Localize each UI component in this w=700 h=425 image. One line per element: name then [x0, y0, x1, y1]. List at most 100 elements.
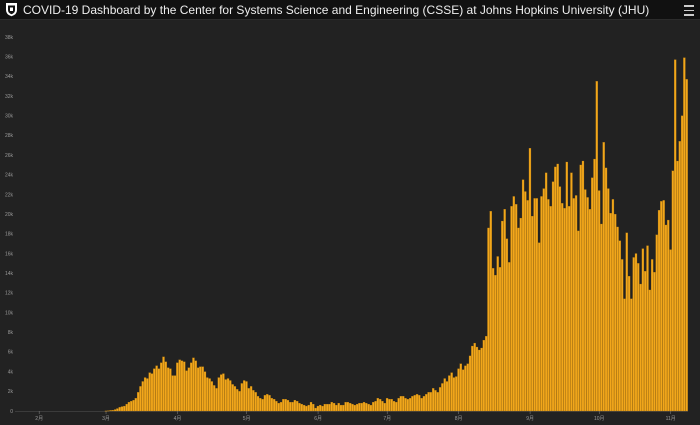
- bar[interactable]: [657, 210, 661, 412]
- bar[interactable]: [337, 403, 340, 412]
- bar[interactable]: [157, 368, 161, 412]
- bar[interactable]: [577, 230, 580, 412]
- bar[interactable]: [385, 398, 389, 412]
- bar[interactable]: [487, 227, 490, 412]
- bar[interactable]: [600, 223, 603, 412]
- bar[interactable]: [427, 392, 430, 412]
- bar[interactable]: [268, 395, 271, 412]
- bar[interactable]: [420, 398, 423, 412]
- hamburger-menu-icon[interactable]: [682, 2, 696, 17]
- bar[interactable]: [644, 271, 647, 412]
- bar[interactable]: [346, 402, 350, 412]
- bar[interactable]: [164, 361, 167, 412]
- bar[interactable]: [383, 403, 386, 412]
- bar[interactable]: [586, 197, 589, 412]
- bar[interactable]: [180, 360, 184, 412]
- bar[interactable]: [519, 217, 522, 412]
- bar[interactable]: [496, 256, 499, 412]
- bar[interactable]: [625, 232, 628, 412]
- bar[interactable]: [558, 186, 562, 412]
- bar[interactable]: [621, 259, 624, 412]
- bar[interactable]: [630, 298, 633, 412]
- bar[interactable]: [358, 403, 361, 412]
- bar[interactable]: [254, 392, 257, 412]
- bar[interactable]: [169, 368, 172, 412]
- bar[interactable]: [314, 407, 317, 412]
- bar[interactable]: [284, 399, 287, 412]
- bar[interactable]: [231, 384, 234, 412]
- bar[interactable]: [233, 386, 237, 412]
- bar[interactable]: [256, 396, 260, 412]
- bar[interactable]: [132, 400, 135, 412]
- bar[interactable]: [330, 402, 333, 412]
- bar[interactable]: [353, 404, 356, 412]
- bar[interactable]: [344, 402, 347, 412]
- bar[interactable]: [118, 407, 121, 412]
- bar[interactable]: [632, 257, 635, 412]
- bar[interactable]: [402, 396, 405, 412]
- bar[interactable]: [127, 402, 131, 412]
- bar[interactable]: [676, 160, 679, 412]
- bar[interactable]: [669, 249, 672, 412]
- bar[interactable]: [554, 166, 557, 412]
- bar[interactable]: [450, 372, 453, 412]
- bar[interactable]: [328, 403, 331, 412]
- bar[interactable]: [485, 336, 488, 412]
- bar[interactable]: [247, 388, 250, 412]
- bar[interactable]: [116, 408, 119, 412]
- bar[interactable]: [305, 405, 308, 412]
- bar[interactable]: [443, 378, 446, 412]
- bar[interactable]: [155, 365, 158, 412]
- bar[interactable]: [667, 219, 670, 412]
- bar[interactable]: [173, 375, 177, 412]
- bar[interactable]: [549, 206, 552, 412]
- bar[interactable]: [480, 347, 483, 412]
- bar[interactable]: [489, 211, 492, 412]
- bar[interactable]: [183, 361, 186, 412]
- bar[interactable]: [319, 404, 322, 412]
- bar[interactable]: [595, 81, 598, 412]
- bar[interactable]: [655, 234, 658, 412]
- bar[interactable]: [379, 399, 382, 412]
- bar[interactable]: [616, 226, 619, 412]
- bar[interactable]: [238, 391, 241, 412]
- bar[interactable]: [660, 201, 663, 412]
- bar[interactable]: [524, 191, 527, 412]
- bar[interactable]: [646, 245, 649, 412]
- bar[interactable]: [332, 403, 336, 412]
- bar[interactable]: [153, 368, 156, 412]
- bar[interactable]: [441, 383, 444, 412]
- bar[interactable]: [664, 224, 668, 412]
- bar[interactable]: [452, 377, 456, 412]
- bar[interactable]: [671, 170, 674, 412]
- bar[interactable]: [634, 253, 638, 412]
- bar[interactable]: [162, 356, 165, 412]
- bar[interactable]: [503, 209, 506, 412]
- bar[interactable]: [355, 403, 359, 412]
- bar[interactable]: [588, 209, 592, 412]
- bar[interactable]: [637, 263, 640, 412]
- bar[interactable]: [455, 376, 458, 412]
- bar[interactable]: [249, 386, 253, 412]
- bar[interactable]: [217, 377, 220, 412]
- bar[interactable]: [252, 390, 255, 412]
- bar[interactable]: [531, 216, 534, 412]
- bar[interactable]: [240, 383, 243, 412]
- bar[interactable]: [510, 206, 513, 412]
- bar[interactable]: [215, 388, 218, 412]
- bar[interactable]: [146, 378, 149, 412]
- bar[interactable]: [609, 213, 612, 412]
- bar[interactable]: [526, 200, 529, 412]
- bar[interactable]: [187, 367, 190, 412]
- bar[interactable]: [462, 369, 465, 412]
- bar[interactable]: [498, 267, 502, 412]
- bar[interactable]: [438, 387, 442, 412]
- bar[interactable]: [411, 396, 414, 412]
- bar[interactable]: [226, 378, 230, 412]
- bar[interactable]: [210, 381, 214, 412]
- bar[interactable]: [604, 167, 608, 412]
- bar[interactable]: [134, 398, 137, 412]
- bar[interactable]: [342, 404, 345, 412]
- bar[interactable]: [381, 401, 384, 412]
- bar[interactable]: [279, 402, 283, 412]
